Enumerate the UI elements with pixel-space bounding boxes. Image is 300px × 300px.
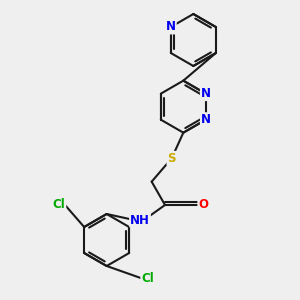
Text: S: S: [167, 152, 176, 165]
Text: N: N: [201, 113, 211, 126]
Text: O: O: [198, 199, 208, 212]
Text: N: N: [166, 20, 176, 34]
Text: NH: NH: [130, 214, 150, 226]
Text: N: N: [201, 87, 211, 100]
Text: Cl: Cl: [52, 199, 65, 212]
Text: Cl: Cl: [141, 272, 154, 285]
